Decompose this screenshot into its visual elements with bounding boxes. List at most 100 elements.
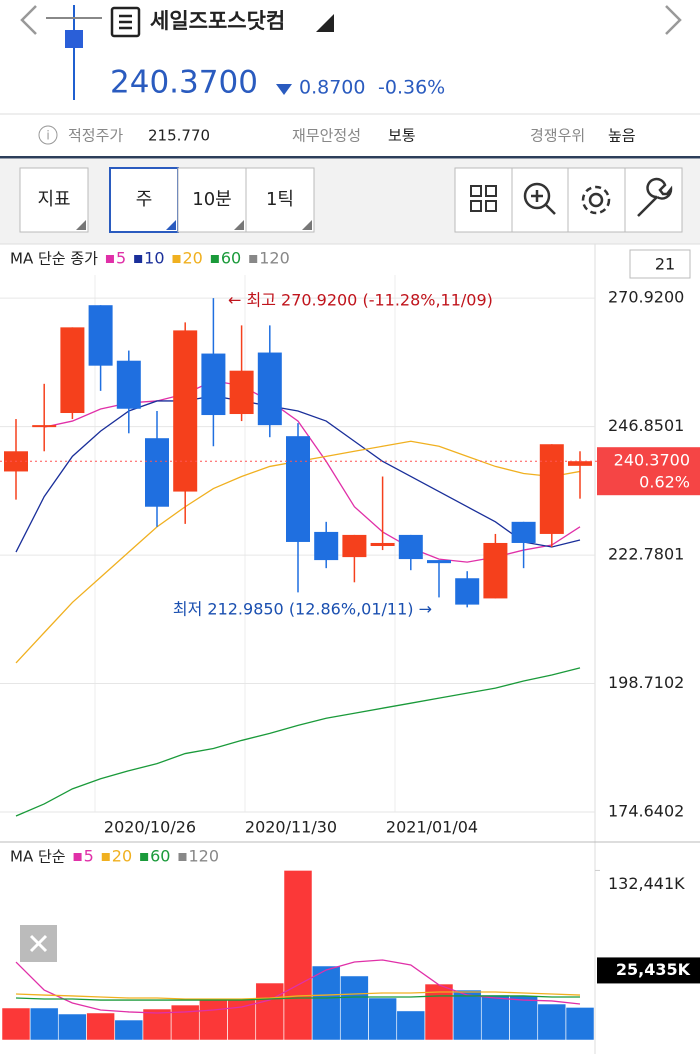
button-label: 10분 bbox=[192, 189, 231, 210]
current-price: 240.3700 bbox=[614, 451, 690, 470]
volume-bar bbox=[1, 1007, 31, 1041]
current-change: 0.62% bbox=[639, 473, 690, 492]
volume-bar bbox=[283, 870, 313, 1041]
volume-bar bbox=[509, 995, 538, 1041]
x-tick-label: 2020/11/30 bbox=[245, 818, 337, 837]
annotation-low: 최저 212.9850 (12.86%,01/11) → bbox=[173, 600, 432, 619]
legend-swatch bbox=[249, 255, 258, 263]
candle-body bbox=[511, 521, 536, 543]
current-volume: 25,435K bbox=[616, 960, 691, 979]
tool-icon[interactable] bbox=[637, 177, 673, 217]
ma-line bbox=[15, 959, 581, 1014]
volume-bar bbox=[565, 1007, 595, 1041]
legend-label: 20 bbox=[183, 249, 203, 268]
candle-body bbox=[314, 531, 339, 561]
volume-bar bbox=[29, 1007, 59, 1041]
candle-body bbox=[398, 534, 423, 560]
ma-line bbox=[15, 991, 581, 1000]
close-x bbox=[29, 934, 48, 953]
dropdown-arrow[interactable] bbox=[316, 14, 334, 32]
info-icon[interactable] bbox=[38, 125, 58, 145]
legend-label: 120 bbox=[259, 249, 290, 268]
volume-bar bbox=[311, 965, 341, 1041]
y-tick-label: 246.8501 bbox=[608, 416, 684, 435]
current-tag bbox=[597, 957, 700, 984]
volume-bar bbox=[170, 1004, 200, 1041]
legend-label: 10 bbox=[144, 249, 164, 268]
y-tick-label: 222.7801 bbox=[608, 545, 684, 564]
legend-swatch bbox=[101, 853, 110, 861]
button[interactable] bbox=[245, 167, 315, 233]
legend-swatch bbox=[178, 853, 187, 861]
button[interactable] bbox=[19, 167, 89, 233]
ma-line bbox=[15, 667, 581, 817]
volume-bar bbox=[142, 1008, 172, 1041]
volume-bar bbox=[368, 997, 397, 1041]
candle-body bbox=[483, 542, 508, 599]
next-button[interactable] bbox=[665, 5, 682, 35]
stock-title[interactable]: 세일즈포스닷컴 bbox=[150, 9, 285, 33]
legend-swatch bbox=[172, 255, 181, 263]
candle-body bbox=[201, 353, 226, 416]
candle-body bbox=[145, 438, 169, 507]
candle-body bbox=[257, 352, 282, 426]
candle-body bbox=[427, 560, 451, 564]
y-tick-label: 270.9200 bbox=[608, 288, 684, 307]
current-tag bbox=[597, 447, 700, 496]
volume-bar bbox=[481, 994, 510, 1041]
legend-swatch bbox=[105, 255, 114, 263]
legend-label: 20 bbox=[112, 847, 132, 866]
ma-line bbox=[15, 395, 581, 553]
candle-body bbox=[455, 578, 480, 605]
divider bbox=[0, 156, 700, 159]
info-icon-i: i bbox=[46, 129, 49, 143]
legend-label: 60 bbox=[150, 847, 170, 866]
period-value: 21 bbox=[655, 255, 675, 274]
legend-label: 120 bbox=[188, 847, 219, 866]
legend-swatch bbox=[140, 853, 149, 861]
info-value: 보통 bbox=[388, 127, 416, 145]
change-pct: -0.36% bbox=[378, 77, 445, 99]
candle-body bbox=[539, 444, 564, 534]
x-tick-label: 2021/01/04 bbox=[386, 818, 478, 837]
button-label: 지표 bbox=[37, 189, 70, 210]
legend-swatch bbox=[134, 255, 143, 263]
volume-bar bbox=[452, 989, 482, 1041]
corner bbox=[234, 220, 244, 230]
candle-body bbox=[173, 330, 198, 492]
volume-bar bbox=[86, 1012, 115, 1041]
legend-title: MA 단순 bbox=[10, 848, 66, 866]
button-label: 1틱 bbox=[266, 189, 294, 210]
legend-swatch bbox=[210, 255, 219, 263]
candle-body bbox=[342, 534, 367, 558]
candle-body bbox=[229, 370, 254, 415]
volume-bar bbox=[537, 1003, 567, 1041]
annotation-high: ← 최고 270.9200 (-11.28%,11/09) bbox=[228, 291, 493, 310]
period-box[interactable] bbox=[629, 249, 691, 279]
corner bbox=[76, 220, 86, 230]
y-tick-label: 174.6402 bbox=[608, 802, 684, 821]
zoom-icon[interactable] bbox=[523, 182, 556, 215]
legend-title: MA 단순 종가 bbox=[10, 250, 98, 268]
prev-button[interactable] bbox=[20, 5, 37, 35]
candle-body bbox=[32, 425, 57, 428]
y-tick-label: 132,441K bbox=[608, 874, 685, 893]
volume-bar bbox=[340, 975, 369, 1041]
settings-icon[interactable] bbox=[581, 185, 611, 215]
corner bbox=[302, 220, 312, 230]
icon-body bbox=[65, 30, 83, 48]
corner bbox=[166, 220, 176, 230]
grid-icon[interactable] bbox=[470, 185, 497, 212]
info-label: 재무안정성 bbox=[292, 127, 361, 145]
button-selected[interactable] bbox=[109, 167, 179, 233]
info-label: 경쟁우위 bbox=[530, 127, 585, 145]
button[interactable] bbox=[177, 167, 247, 233]
candle-body bbox=[116, 360, 141, 409]
candle-body bbox=[60, 327, 85, 414]
price: 240.3700 bbox=[110, 65, 258, 101]
info-value: 높음 bbox=[608, 127, 636, 145]
legend-label: 60 bbox=[221, 249, 241, 268]
down-arrow bbox=[276, 84, 292, 95]
change: 0.8700 bbox=[299, 77, 365, 99]
